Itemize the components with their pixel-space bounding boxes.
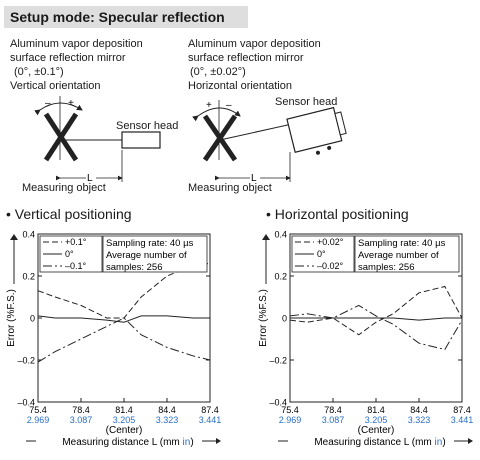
y-axis-arrow-head <box>262 234 270 240</box>
vertical-positioning-chart: 0.4 0.2 0 –0.2 –0.475.42.969 78.43.087 81.43.2… <box>6 230 222 449</box>
x-tick-label-in: 3.087 <box>70 415 93 425</box>
legend-label: 0° <box>317 249 326 259</box>
x-tick-label-mm: 84.4 <box>410 405 428 415</box>
mirror-shape <box>43 112 79 162</box>
minus-label: – <box>226 100 232 111</box>
y-tick-label: 0.4 <box>274 230 287 240</box>
x-tick-label-mm: 78.4 <box>72 405 90 415</box>
x-tick-label-in: 3.441 <box>199 415 222 425</box>
sensor-head-label: Sensor head <box>116 120 179 132</box>
x-tick-label-in: 2.969 <box>27 415 50 425</box>
x-tick-label-mm: 87.4 <box>453 405 471 415</box>
x-tick-label-mm: 81.4 <box>367 405 385 415</box>
y-axis-label: Error (%F.S.) <box>258 289 269 347</box>
sensor-head-shape <box>286 106 347 155</box>
info-box <box>102 235 208 273</box>
measuring-object-label: Measuring object <box>22 182 106 194</box>
legend-label: +0.02° <box>317 237 344 247</box>
center-label: (Center) <box>106 425 143 436</box>
y-tick-label: –0.4 <box>17 398 35 408</box>
series-line <box>37 315 210 323</box>
info-text: Average number of <box>358 250 439 261</box>
y-tick-label: –0.4 <box>269 398 287 408</box>
y-tick-label: –0.2 <box>269 356 287 366</box>
legend-label: –0.1° <box>65 261 87 271</box>
setup-diagrams: + – L + – L <box>34 96 347 184</box>
plus-label: + <box>206 100 212 111</box>
angle-label: (0°, ±0.02°) <box>190 66 246 78</box>
x-tick-label-mm: 81.4 <box>115 405 133 415</box>
series-line <box>289 285 463 336</box>
minus-label: – <box>45 98 51 109</box>
y-tick-label: 0.2 <box>22 272 35 282</box>
header-bar: Setup mode: Specular reflection <box>4 6 248 28</box>
y-axis-label: Error (%F.S.) <box>6 289 17 347</box>
y-tick-label: 0.4 <box>22 230 35 240</box>
chart-title: • Vertical positioning <box>6 206 132 222</box>
info-text: Average number of <box>106 250 187 261</box>
series-line <box>37 317 211 363</box>
page-title: Setup mode: Specular reflection <box>10 9 225 25</box>
x-tick-label-mm: 75.4 <box>29 405 47 415</box>
x-tick-label-in: 3.323 <box>156 415 179 425</box>
info-text: samples: 256 <box>358 262 415 273</box>
y-axis-arrow-head <box>10 234 18 240</box>
mirror-shape <box>202 114 238 162</box>
y-tick-label: 0.2 <box>274 272 287 282</box>
x-tick-label-mm: 75.4 <box>281 405 299 415</box>
legend-label: 0° <box>65 249 74 259</box>
x-axis-arrow-head <box>216 438 221 444</box>
mirror-label-line1: Aluminum vapor deposition <box>188 38 321 50</box>
mirror-label-line1: Aluminum vapor deposition <box>10 38 143 50</box>
x-tick-label-in: 3.205 <box>113 415 136 425</box>
vertical-setup-diagram: + – L <box>34 96 161 184</box>
series-line <box>290 317 462 321</box>
x-axis-label: Measuring distance L (mm in) <box>62 437 193 448</box>
sensor-head-label: Sensor head <box>275 96 338 108</box>
x-tick-label-mm: 87.4 <box>201 405 219 415</box>
legend-label: –0.02° <box>317 261 344 271</box>
x-tick-label-mm: 78.4 <box>324 405 342 415</box>
mirror-label-line2: surface reflection mirror <box>188 52 304 64</box>
y-tick-label: –0.2 <box>17 356 35 366</box>
y-tick-label: 0 <box>282 314 287 324</box>
series-line <box>289 304 463 351</box>
center-label: (Center) <box>358 425 395 436</box>
x-tick-label-mm: 84.4 <box>158 405 176 415</box>
sensor-head-shape <box>121 131 161 149</box>
mirror-label-line2: surface reflection mirror <box>10 52 126 64</box>
x-tick-label-in: 3.441 <box>451 415 474 425</box>
horizontal-positioning-chart: 0.4 0.2 0 –0.2 –0.475.42.969 78.43.087 81.43.2… <box>258 230 474 449</box>
measuring-object-label: Measuring object <box>188 182 272 194</box>
horizontal-setup-diagram: + – L <box>192 100 347 184</box>
x-axis-arrow-head <box>468 438 473 444</box>
info-text: Sampling rate: 40 µs <box>106 238 194 249</box>
chart-title: • Horizontal positioning <box>266 206 409 222</box>
info-box <box>354 235 460 273</box>
x-tick-label-in: 3.087 <box>322 415 345 425</box>
orientation-label: Horizontal orientation <box>188 80 292 92</box>
info-text: Sampling rate: 40 µs <box>358 238 446 249</box>
x-tick-label-in: 3.323 <box>408 415 431 425</box>
x-axis-label: Measuring distance L (mm in) <box>314 437 445 448</box>
info-text: samples: 256 <box>106 262 163 273</box>
L-label: L <box>87 173 93 184</box>
x-tick-label-in: 2.969 <box>279 415 302 425</box>
orientation-label: Vertical orientation <box>10 80 101 92</box>
angle-label: (0°, ±0.1°) <box>14 66 64 78</box>
series-line <box>37 262 211 319</box>
y-tick-label: 0 <box>30 314 35 324</box>
L-label: L <box>251 173 257 184</box>
legend-label: +0.1° <box>65 237 87 247</box>
plus-label: + <box>68 98 74 109</box>
x-tick-label-in: 3.205 <box>365 415 388 425</box>
